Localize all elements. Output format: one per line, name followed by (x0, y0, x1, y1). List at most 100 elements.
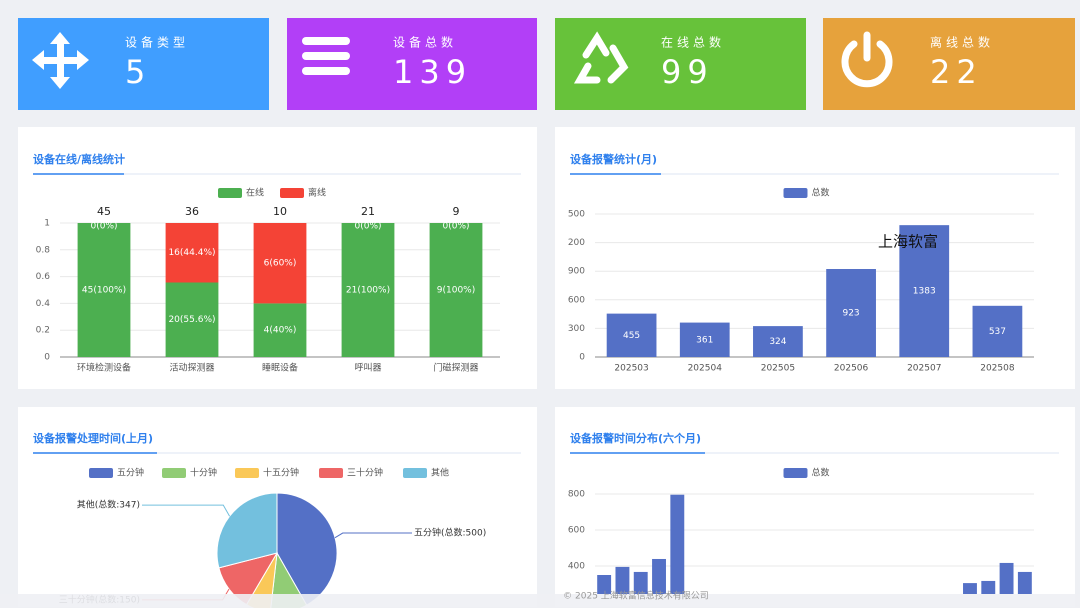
total-label: 36 (185, 205, 199, 218)
y-tick-label: 0.8 (36, 245, 51, 255)
bar (652, 558, 666, 594)
y-tick-label: 0 (44, 353, 50, 363)
card-label: 离线总数 (930, 35, 994, 50)
bar (165, 223, 219, 283)
x-tick-label: 202505 (761, 364, 795, 374)
x-tick-label: 202504 (688, 364, 723, 374)
card-label: 在线总数 (661, 35, 725, 50)
legend-swatch (280, 188, 304, 198)
data-label: 16(44.4%) (168, 248, 215, 258)
bar (597, 575, 612, 594)
card-value: 5 (125, 53, 151, 91)
x-tick-label: 呼叫器 (354, 363, 381, 374)
legend-swatch (783, 468, 808, 478)
bar (77, 223, 131, 357)
data-label: 4(40%) (264, 326, 297, 336)
data-label: 6(60%) (264, 259, 297, 269)
y-tick-label: 200 (568, 238, 585, 248)
card (287, 18, 537, 110)
legend-label: 五分钟 (117, 467, 144, 479)
icon-move (32, 32, 89, 89)
legend-label: 十分钟 (190, 467, 217, 479)
leader-line (142, 504, 231, 517)
x-tick-label: 202507 (907, 364, 941, 374)
legend-label: 三十分钟 (347, 467, 383, 479)
data-label: 45(100%) (82, 286, 126, 296)
legend-label: 在线 (246, 187, 264, 199)
chart-title: 设备报警时间分布(六个月) (570, 431, 701, 445)
bar (999, 562, 1014, 594)
total-label: 9 (453, 205, 460, 218)
card-texts: 设备类型 5 设备总数 139 在线总数 99 离线总数 22 (125, 35, 994, 92)
bar (253, 303, 307, 357)
bar (633, 571, 648, 594)
legend-label: 总数 (812, 467, 830, 479)
card-value: 99 (661, 53, 714, 91)
bar (679, 322, 730, 357)
data-label: 537 (989, 327, 1006, 337)
x-tick-label: 门磁探测器 (433, 362, 478, 374)
legend-swatch (783, 188, 808, 198)
chart: 设备在线/离线统计 0 0.2 0.4 0.6 0.8 1 环境检测设备 45 活动探测器 36 睡眠… (33, 152, 521, 374)
legend-label: 十五分钟 (263, 467, 299, 479)
y-tick-label: 400 (568, 562, 585, 572)
charts: 设备在线/离线统计 0 0.2 0.4 0.6 0.8 1 环境检测设备 45 活动探测器 36 睡眠… (33, 152, 1059, 608)
bar (670, 494, 685, 594)
y-tick-label: 600 (568, 526, 585, 536)
data-label: 324 (769, 337, 786, 347)
footer: © 2025 上海软富信息技术有限公司 (563, 590, 709, 602)
x-tick-label: 202506 (834, 364, 869, 374)
leader-line (334, 532, 412, 539)
legend-label: 离线 (308, 187, 326, 199)
icon-list (302, 37, 350, 75)
legend-label: 总数 (812, 187, 830, 199)
bar (429, 223, 483, 357)
card-label: 设备总数 (393, 35, 457, 50)
data-label: 0(0%) (90, 222, 117, 232)
y-tick-label: 900 (568, 267, 585, 277)
bar (1017, 571, 1032, 594)
card-value: 139 (393, 53, 472, 91)
bar (981, 580, 996, 594)
bar (606, 313, 657, 357)
icon-power (841, 31, 893, 88)
bar (899, 225, 950, 357)
y-tick-label: 0.2 (36, 326, 50, 336)
legend-swatch (89, 468, 113, 478)
x-tick-label: 活动探测器 (169, 362, 214, 374)
data-label: 9(100%) (437, 286, 475, 296)
data-label: 0(0%) (442, 222, 469, 232)
y-tick-label: 1 (44, 219, 50, 229)
legend-swatch (218, 188, 242, 198)
x-tick-label: 202508 (980, 364, 1015, 374)
watermark: 上海软富 (878, 233, 938, 251)
bar (615, 566, 630, 594)
pie-label: 五分钟(总数:500) (414, 527, 486, 539)
legend-swatch (162, 468, 186, 478)
card-label: 设备类型 (125, 36, 189, 50)
data-label: 20(55.6%) (168, 315, 215, 325)
chart: 设备报警时间分布(六个月) 400 600 800 总数 (568, 431, 1059, 594)
chart-title: 设备报警统计(月) (570, 152, 657, 166)
bar (753, 326, 803, 357)
bar (341, 223, 395, 357)
chart-title: 设备报警处理时间(上月) (33, 431, 153, 445)
bar (826, 269, 876, 357)
bar (963, 583, 977, 594)
x-tick-label: 202503 (614, 364, 648, 374)
y-tick-label: 0 (579, 353, 585, 363)
bar (253, 223, 307, 304)
data-label: 455 (623, 331, 640, 341)
data-label: 923 (842, 309, 859, 319)
y-tick-label: 0.4 (36, 299, 51, 309)
legend-swatch (403, 468, 427, 478)
x-tick-label: 睡眠设备 (262, 362, 298, 374)
legend-swatch (319, 468, 343, 478)
total-label: 45 (97, 205, 111, 218)
data-label: 1383 (913, 287, 936, 297)
pie-label: 其他(总数:347) (77, 499, 140, 511)
data-label: 0(0%) (354, 222, 381, 232)
icon-recycle (573, 31, 629, 84)
